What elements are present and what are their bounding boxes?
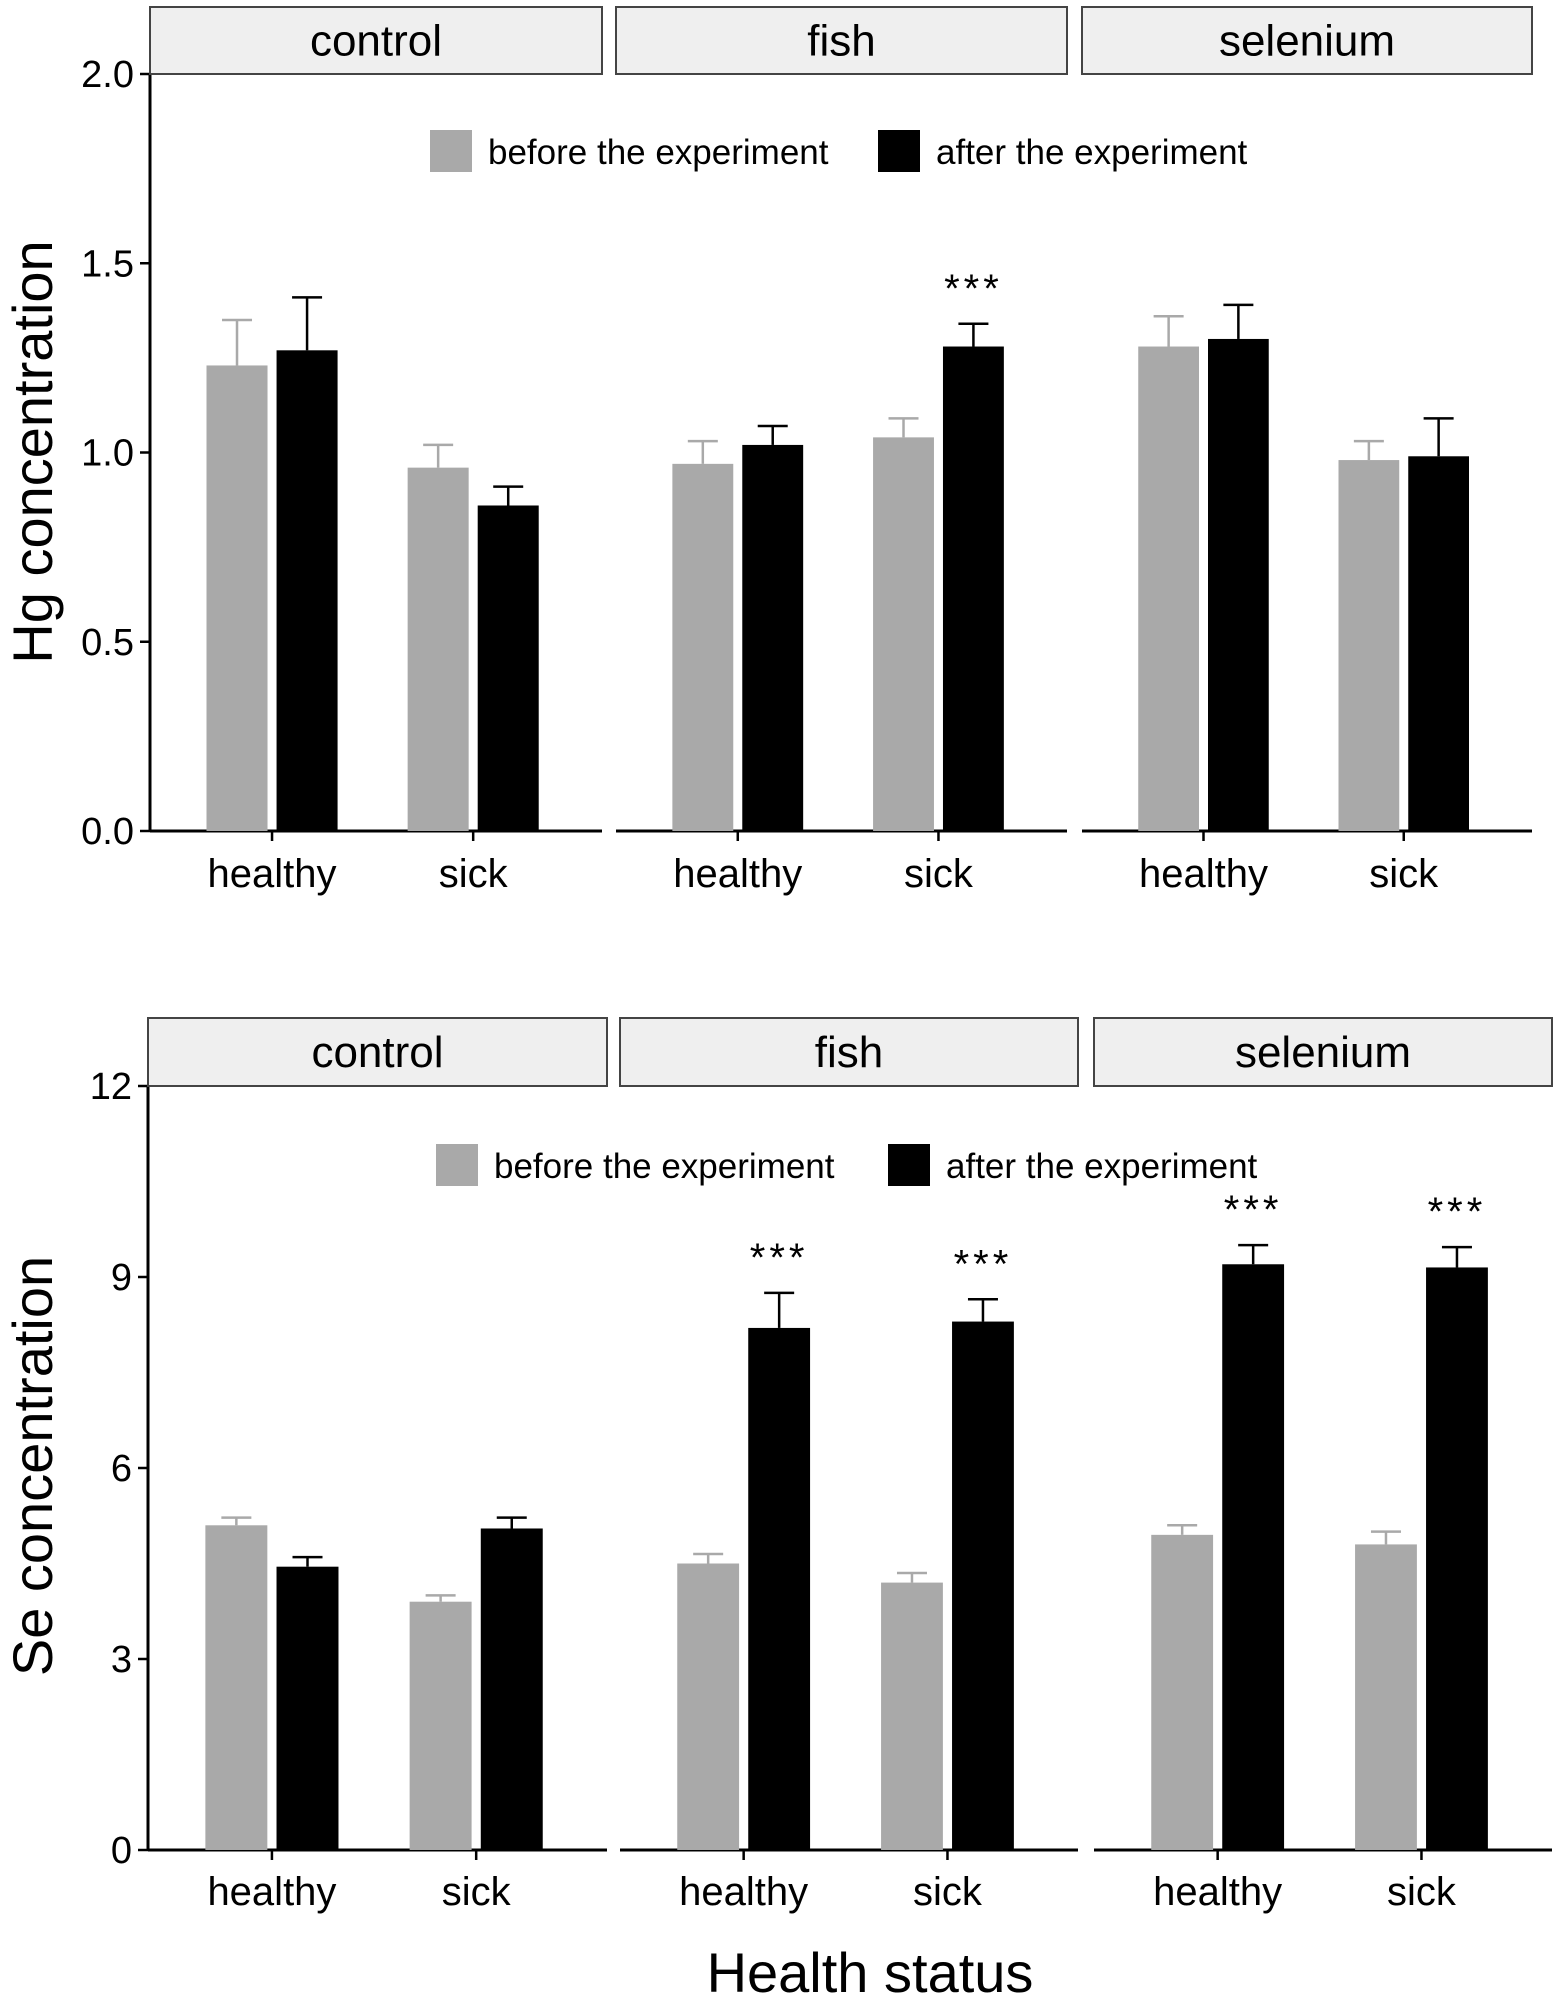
hg-legend-label-before: before the experiment: [488, 133, 829, 172]
hg-panel-selenium-x-tick-label-healthy: healthy: [1139, 852, 1268, 896]
se-panel-selenium-bar-sick-before: [1355, 1544, 1417, 1850]
se-panel-control-x-tick-label-sick: sick: [442, 1870, 512, 1914]
hg-panel-fish-strip-label: fish: [807, 17, 875, 66]
se-panel-selenium-strip: [1093, 1017, 1553, 1087]
hg-chart: 0.0 0.5 1.0 1.5 2.0 Hg concentration before th…: [1, 6, 1533, 896]
hg-panel-selenium-bar-sick-before: [1338, 460, 1400, 831]
se-legend-label-before: before the experiment: [494, 1147, 835, 1186]
hg-panel-fish-significance-sick: ***: [944, 267, 1003, 311]
hg-panel-fish-bar-sick-after: [942, 346, 1004, 831]
hg-panel-control-bar-sick-before: [407, 467, 469, 831]
hg-panel-selenium-x-tick-label-sick: sick: [1369, 852, 1439, 896]
hg-panel-fish-strip: [615, 6, 1068, 75]
hg-panel-control-x-tick-label-healthy: healthy: [208, 852, 337, 896]
hg-y-tick-label: 1.0: [81, 433, 134, 475]
se-legend-label-after: after the experiment: [946, 1147, 1258, 1186]
hg-panel-fish-x-tick-label-sick: sick: [904, 852, 974, 896]
hg-y-axis-title: Hg concentration: [1, 240, 64, 663]
hg-y-tick-label: 0.0: [81, 811, 134, 853]
hg-panel-control-strip-label: control: [310, 17, 442, 66]
se-y-tick-label: 6: [111, 1448, 132, 1490]
se-panel-fish-x-tick-label-healthy: healthy: [679, 1870, 808, 1914]
hg-y-tick-label: 2.0: [81, 54, 134, 96]
hg-panel-selenium-bar-healthy-after: [1208, 338, 1269, 831]
se-panel-control-bar-healthy-before: [205, 1525, 268, 1850]
se-panel-control-strip-label: control: [311, 1028, 443, 1077]
hg-panel-control-bar-healthy-after: [276, 350, 338, 831]
hg-panel-selenium-strip: [1081, 6, 1533, 75]
se-panel-control-bar-sick-after: [480, 1528, 543, 1850]
se-panel-selenium-significance-sick: ***: [1428, 1190, 1487, 1234]
hg-panel-control-bar-healthy-before: [206, 365, 268, 831]
hg-panel-control-strip: [149, 6, 603, 75]
se-panel-fish-significance-healthy: ***: [750, 1236, 809, 1280]
se-panel-selenium-x-tick-label-healthy: healthy: [1153, 1870, 1282, 1914]
se-y-axis-title: Se concentration: [1, 1256, 64, 1676]
se-panel-selenium-strip-label: selenium: [1235, 1028, 1411, 1077]
se-panel-fish-significance-sick: ***: [954, 1242, 1013, 1286]
se-y-tick-label: 12: [90, 1066, 132, 1108]
se-panel-fish-bar-healthy-after: [748, 1327, 811, 1850]
x-axis-title: Health status: [707, 1941, 1034, 2004]
hg-panel-selenium-bar-healthy-before: [1138, 346, 1199, 831]
hg-panel-fish-x-tick-label-healthy: healthy: [673, 852, 802, 896]
se-legend-swatch-before: [436, 1144, 478, 1186]
se-legend-swatch-after: [888, 1144, 930, 1186]
se-panel-selenium-bar-sick-after: [1426, 1267, 1488, 1850]
hg-legend-swatch-before: [430, 130, 472, 172]
hg-legend-label-after: after the experiment: [936, 133, 1248, 172]
se-panel-fish-strip-label: fish: [815, 1028, 883, 1077]
hg-y-tick-label: 0.5: [81, 622, 134, 664]
se-panel-selenium-significance-healthy: ***: [1224, 1188, 1283, 1232]
hg-panel-fish-bar-sick-before: [873, 437, 934, 831]
se-panel-control-bar-healthy-after: [276, 1566, 339, 1850]
se-panel-selenium-bar-healthy-after: [1222, 1264, 1285, 1850]
hg-panel-fish-bar-healthy-before: [672, 463, 734, 831]
se-panel-control-strip: [147, 1017, 608, 1087]
se-panel-selenium-bar-healthy-before: [1151, 1534, 1214, 1850]
hg-panel-selenium-strip-label: selenium: [1219, 17, 1395, 66]
hg-panel-selenium-bar-sick-after: [1408, 456, 1469, 831]
se-y-tick-label: 0: [111, 1830, 132, 1872]
se-panel-fish-strip: [619, 1017, 1079, 1087]
hg-y-tick-label: 1.5: [81, 243, 134, 285]
se-panel-selenium-x-tick-label-sick: sick: [1387, 1870, 1457, 1914]
hg-panel-control-x-tick-label-sick: sick: [439, 852, 509, 896]
hg-panel-fish-bar-healthy-after: [742, 444, 804, 831]
se-panel-fish-bar-sick-before: [881, 1582, 943, 1850]
hg-panel-control-bar-sick-after: [477, 505, 539, 831]
se-y-tick-label: 9: [111, 1257, 132, 1299]
se-panel-fish-bar-healthy-before: [677, 1563, 740, 1850]
se-panel-control-x-tick-label-healthy: healthy: [207, 1870, 336, 1914]
hg-legend-swatch-after: [878, 130, 920, 172]
se-y-tick-label: 3: [111, 1639, 132, 1681]
se-chart: 0 3 6 9 12 Se concentration before the experim…: [1, 1017, 1553, 1914]
se-panel-fish-x-tick-label-sick: sick: [913, 1870, 983, 1914]
se-panel-control-bar-sick-before: [409, 1601, 472, 1850]
se-panel-fish-bar-sick-after: [952, 1321, 1014, 1850]
